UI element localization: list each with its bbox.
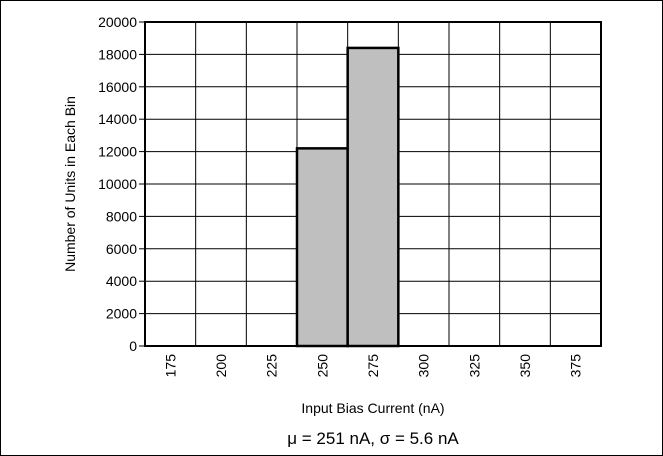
x-tick-labels: 175 200 225 250 275 300 325 350 375 [162, 354, 583, 378]
x-tick-label: 375 [568, 354, 584, 378]
x-tick-label: 175 [162, 354, 178, 378]
x-tick-label: 325 [466, 354, 482, 378]
y-tick-label: 8000 [106, 208, 137, 224]
x-axis-title: Input Bias Current (nA) [301, 400, 444, 416]
y-tick-label: 14000 [98, 111, 137, 127]
bar-275 [346, 46, 400, 348]
y-tick-labels: 0 2000 4000 6000 8000 10000 12000 14000 16000 180… [98, 14, 145, 354]
y-axis-title: Number of Units in Each Bin [62, 96, 78, 272]
y-tick-label: 18000 [98, 46, 137, 62]
bars [295, 46, 400, 348]
x-tick-label: 300 [416, 354, 432, 378]
y-tick-label: 2000 [106, 306, 137, 322]
y-tick-label: 20000 [98, 14, 137, 30]
x-tick-label: 250 [314, 354, 330, 378]
x-tick-label: 200 [213, 354, 229, 378]
x-tick-label: 350 [517, 354, 533, 378]
y-tick-label: 4000 [106, 273, 137, 289]
x-tick-label: 275 [365, 354, 381, 378]
y-tick-label: 10000 [98, 176, 137, 192]
y-tick-label: 0 [129, 338, 137, 354]
statistics-caption: μ = 251 nA, σ = 5.6 nA [287, 429, 459, 448]
y-tick-label: 6000 [106, 241, 137, 257]
x-tick-label: 225 [264, 354, 280, 378]
bar-250 [295, 147, 349, 348]
y-tick-label: 16000 [98, 79, 137, 95]
y-tick-label: 12000 [98, 144, 137, 160]
